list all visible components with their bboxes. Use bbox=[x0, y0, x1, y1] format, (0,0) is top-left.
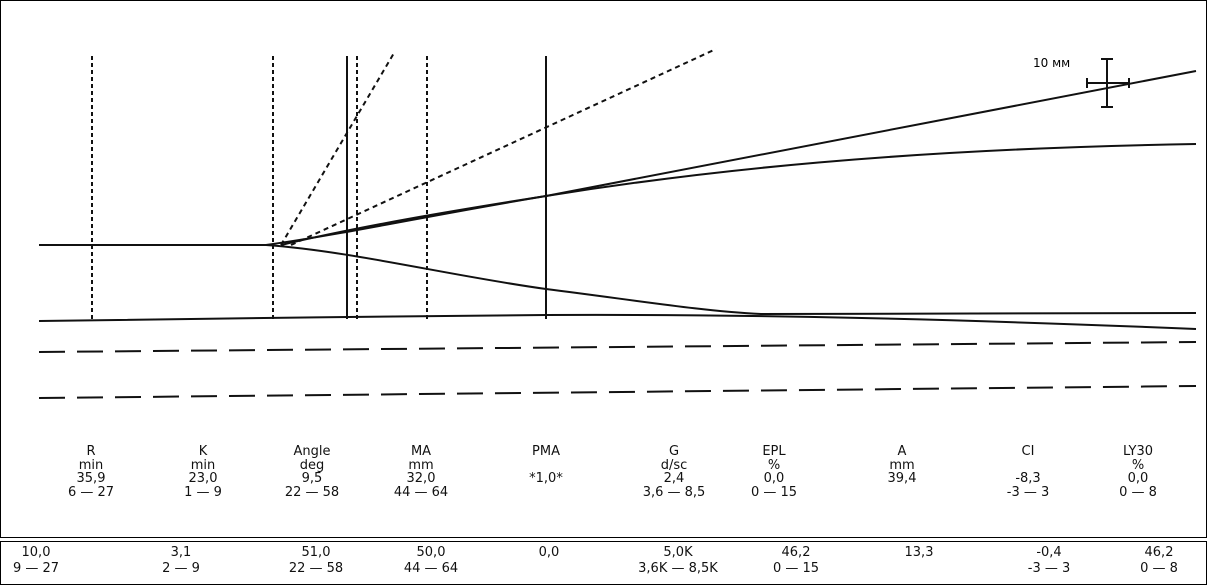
param-name: K bbox=[198, 444, 208, 459]
param-value: *1,0* bbox=[529, 471, 563, 486]
param-unit bbox=[973, 459, 1083, 473]
bottom-value: 10,0 bbox=[21, 545, 51, 560]
param-unit bbox=[491, 459, 601, 473]
reference-dashed-line-lower bbox=[38, 385, 1197, 399]
param-value: 0,0 bbox=[763, 471, 785, 486]
param-unit: % bbox=[767, 457, 781, 473]
param-range: 0 — 15 bbox=[750, 484, 798, 500]
bottom-range: 9 — 27 bbox=[12, 561, 60, 576]
angle-tangent-line-steep bbox=[280, 52, 395, 246]
bottom-range: 22 — 58 bbox=[288, 561, 344, 576]
param-range: 6 — 27 bbox=[67, 484, 115, 500]
param-name: CI bbox=[1021, 444, 1035, 459]
param-value: 23,0 bbox=[188, 471, 218, 486]
param-value: 32,0 bbox=[406, 471, 436, 486]
bottom-col-ci: -0,4 -3 — 3 bbox=[989, 545, 1109, 577]
param-value: 2,4 bbox=[663, 471, 685, 486]
param-unit: min bbox=[190, 457, 216, 473]
param-value: 35,9 bbox=[76, 471, 106, 486]
param-unit: mm bbox=[889, 457, 915, 473]
bottom-col-angle: 51,0 22 — 58 bbox=[256, 545, 376, 577]
param-range: 0 — 8 bbox=[1119, 484, 1157, 500]
bottom-col-ly30: 46,2 0 — 8 bbox=[1099, 545, 1207, 577]
param-name: PMA bbox=[532, 444, 560, 459]
angle-tangent-line-shallow bbox=[290, 48, 717, 246]
param-range: 3,6 — 8,5 bbox=[642, 484, 706, 500]
bottom-range: 3,6K — 8,5K bbox=[638, 561, 718, 576]
param-name: Angle bbox=[293, 444, 331, 459]
bottom-col-k: 3,1 2 — 9 bbox=[121, 545, 241, 577]
scale-bar bbox=[1086, 58, 1130, 108]
param-range: -3 — 3 bbox=[1006, 484, 1050, 500]
param-range: 22 — 58 bbox=[284, 484, 340, 500]
bottom-col-g: 5,0K 3,6K — 8,5K bbox=[618, 545, 738, 577]
bottom-value: 5,0K bbox=[663, 545, 693, 560]
bottom-value: 46,2 bbox=[1144, 545, 1174, 560]
param-unit: deg bbox=[299, 457, 325, 473]
param-unit: mm bbox=[408, 457, 434, 473]
param-value: 39,4 bbox=[887, 471, 917, 486]
bottom-value: 0,0 bbox=[538, 545, 560, 560]
param-ma: MA mm 32,0 44 — 64 bbox=[366, 445, 476, 499]
param-unit: d/sc bbox=[660, 457, 688, 473]
param-value: 0,0 bbox=[1127, 471, 1149, 486]
param-angle: Angle deg 9,5 22 — 58 bbox=[257, 445, 367, 499]
param-unit: min bbox=[78, 457, 104, 473]
bottom-range: 2 — 9 bbox=[162, 561, 200, 576]
param-range: 1 — 9 bbox=[184, 484, 222, 500]
param-epl: EPL % 0,0 0 — 15 bbox=[719, 445, 829, 499]
param-ly30: LY30 % 0,0 0 — 8 bbox=[1083, 445, 1193, 499]
bottom-col-a: 13,3 bbox=[859, 545, 979, 561]
param-ci: CI -8,3 -3 — 3 bbox=[973, 445, 1083, 499]
upper-trace-plateau bbox=[280, 143, 1197, 246]
param-g: G d/sc 2,4 3,6 — 8,5 bbox=[619, 445, 729, 499]
param-a: A mm 39,4 bbox=[847, 445, 957, 486]
param-name: LY30 bbox=[1123, 444, 1153, 459]
bottom-range: 0 — 8 bbox=[1140, 561, 1178, 576]
lower-trace-secondary bbox=[38, 313, 1197, 330]
bottom-value: 13,3 bbox=[904, 545, 934, 560]
bottom-value: 46,2 bbox=[781, 545, 811, 560]
param-k: K min 23,0 1 — 9 bbox=[148, 445, 258, 499]
param-range: 44 — 64 bbox=[393, 484, 449, 500]
teg-chart-frame: 10 мм R min 35,9 6 — 27 K min 23,0 1 — 9… bbox=[0, 0, 1207, 538]
bottom-col-r: 10,0 9 — 27 bbox=[0, 545, 96, 577]
bottom-value: -0,4 bbox=[1036, 545, 1062, 560]
bottom-range: 44 — 64 bbox=[403, 561, 459, 576]
bottom-range: 0 — 15 bbox=[772, 561, 820, 576]
bottom-value: 3,1 bbox=[170, 545, 192, 560]
param-name: R bbox=[86, 444, 96, 459]
lower-trace bbox=[265, 244, 1197, 316]
param-name: MA bbox=[410, 444, 432, 459]
scale-label: 10 мм bbox=[1033, 56, 1070, 70]
param-name: A bbox=[897, 444, 907, 459]
param-pma: PMA *1,0* bbox=[491, 445, 601, 486]
bottom-values-row: 10,0 9 — 27 3,1 2 — 9 51,0 22 — 58 50,0 … bbox=[0, 541, 1207, 585]
bottom-range: -3 — 3 bbox=[1027, 561, 1071, 576]
param-unit: % bbox=[1131, 457, 1145, 473]
param-name: G bbox=[668, 444, 680, 459]
param-r: R min 35,9 6 — 27 bbox=[36, 445, 146, 499]
reference-dashed-line-upper bbox=[38, 341, 1197, 353]
bottom-value: 50,0 bbox=[416, 545, 446, 560]
teg-tracing: 10 мм bbox=[38, 48, 1197, 399]
param-value: 9,5 bbox=[301, 471, 323, 486]
bottom-col-epl: 46,2 0 — 15 bbox=[736, 545, 856, 577]
bottom-col-ma: 50,0 44 — 64 bbox=[371, 545, 491, 577]
upper-trace-main bbox=[265, 70, 1197, 246]
bottom-value: 51,0 bbox=[301, 545, 331, 560]
bottom-col-pma: 0,0 bbox=[489, 545, 609, 561]
param-name: EPL bbox=[762, 444, 786, 459]
param-value: -8,3 bbox=[1015, 471, 1041, 486]
